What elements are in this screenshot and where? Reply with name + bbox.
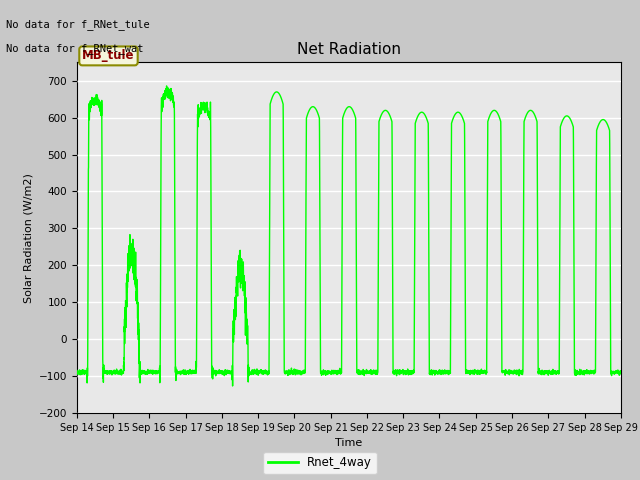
Title: Net Radiation: Net Radiation (297, 42, 401, 57)
Text: No data for f_RNet_tule: No data for f_RNet_tule (6, 19, 150, 30)
X-axis label: Time: Time (335, 438, 362, 448)
Legend: Rnet_4way: Rnet_4way (264, 452, 376, 474)
Y-axis label: Solar Radiation (W/m2): Solar Radiation (W/m2) (23, 173, 33, 302)
Text: MB_tule: MB_tule (82, 49, 135, 62)
Text: No data for f_RNet_wat: No data for f_RNet_wat (6, 43, 144, 54)
